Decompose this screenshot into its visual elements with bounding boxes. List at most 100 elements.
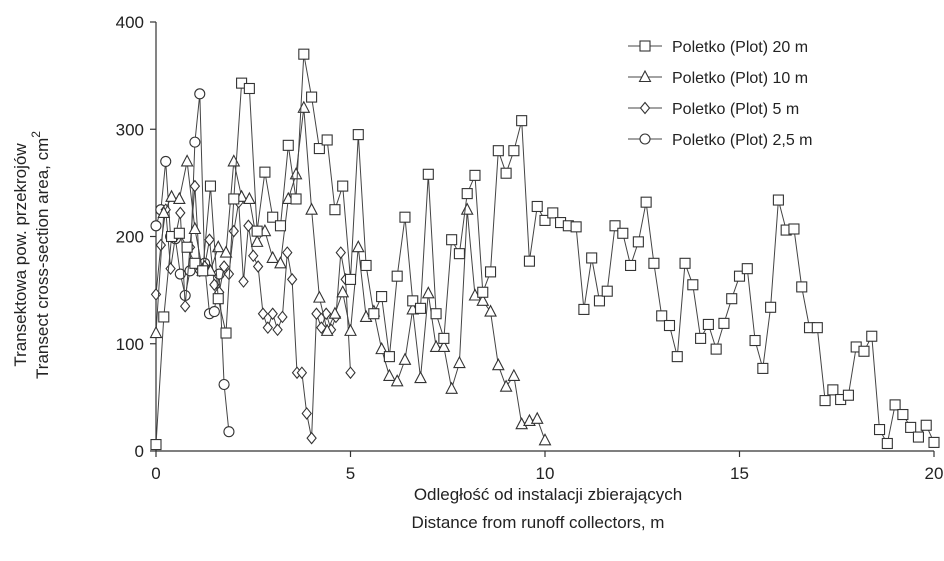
data-point-20m [593,295,606,307]
data-point-20m [344,273,357,285]
data-point-20m [407,295,419,307]
data-point-10m [445,381,459,394]
data-point-5m [257,307,269,321]
data-point-5m [262,321,274,335]
legend-label: Poletko (Plot) 10 m [672,70,808,87]
y-tick-label: 0 [135,442,144,461]
x-tick-label: 15 [730,464,749,483]
data-point-10m [211,240,225,253]
legend-marker-circle [639,133,651,145]
data-point-20m [695,332,707,344]
y-axis-title-superscript: 2 [29,131,43,138]
series-line-20m [155,54,935,445]
data-point-5m [204,233,215,247]
data-point-20m [842,389,854,401]
y-tick-label: 300 [116,120,144,139]
data-point-20m [484,266,497,278]
data-point-20m [866,330,878,342]
data-point-10m [219,245,233,258]
data-point-5m [155,238,167,252]
data-point-5m [267,307,278,321]
data-point-10m [320,323,334,336]
data-point-20m [376,291,388,303]
legend-label: Poletko (Plot) 2,5 m [672,132,813,149]
data-point-20m [811,322,823,334]
x-tick-label: 10 [536,464,555,483]
data-point-2-5m [194,88,206,100]
data-point-20m [298,48,310,60]
data-point-20m [827,384,839,396]
data-point-20m [243,82,255,95]
data-point-10m [491,358,505,371]
data-point-20m [282,139,294,151]
data-point-10m [312,290,326,303]
data-point-20m [928,436,940,448]
data-point-20m [360,259,372,272]
data-point-10m [297,100,311,113]
data-point-5m [282,246,293,259]
data-point-20m [531,200,543,213]
data-point-10m [429,339,443,353]
data-point-20m [438,332,450,344]
data-point-10m [421,286,435,299]
data-point-5m [345,366,356,380]
data-point-5m [238,275,249,288]
data-point-5m [165,262,176,276]
data-point-2-5m [160,155,172,167]
legend-label: Poletko (Plot) 20 m [672,39,808,56]
data-point-10m [530,411,544,424]
data-point-20m [726,293,738,305]
data-point-2-5m [174,268,186,280]
data-point-10m [266,250,280,264]
data-point-20m [321,134,333,146]
data-point-20m [228,193,240,205]
data-point-2-5m [208,306,220,318]
y-tick-label: 400 [116,13,144,32]
y-axis-title-line-1: Transektowa pow. przekrojów [11,143,30,367]
legend-item-20m: Poletko (Plot) 20 m [628,39,808,56]
legend-label: Poletko (Plot) 5 m [672,101,799,118]
data-point-5m [277,310,288,324]
data-point-10m [453,355,466,369]
data-point-20m [617,227,629,239]
data-point-20m [523,255,535,267]
data-point-20m [772,194,784,206]
data-point-5m [306,431,317,445]
data-point-20m [368,308,380,320]
data-point-20m [765,301,777,313]
data-point-10m [157,205,171,218]
data-point-5m [311,307,322,321]
data-point-20m [352,129,364,141]
data-point-10m [274,256,287,269]
data-point-20m [383,351,395,363]
data-point-5m [243,219,254,233]
data-point-2-5m [223,426,235,438]
legend-marker-square [639,40,651,52]
x-tick-label: 20 [925,464,944,483]
data-point-20m [399,211,411,223]
data-point-20m [306,91,318,103]
data-point-20m [796,281,808,293]
data-point-20m [430,308,442,320]
data-point-20m [539,214,551,226]
data-point-20m [749,334,761,347]
data-point-20m [733,270,746,282]
data-point-10m [336,285,350,298]
data-point-20m [461,188,473,200]
data-point-20m [881,437,893,450]
data-point-20m [570,221,582,233]
y-tick-label: 100 [116,335,144,354]
data-point-20m [648,257,660,269]
data-point-20m [858,345,870,357]
legend-marker-diamond [639,101,651,115]
data-point-20m [625,259,637,272]
data-point-20m [671,351,683,363]
data-point-20m [414,302,427,314]
y-tick-label: 200 [116,228,144,247]
data-point-5m [252,260,264,273]
data-point-10m [328,306,342,319]
data-point-20m [601,285,613,297]
axes [155,22,934,452]
data-point-5m [286,273,298,286]
data-point-10m [538,433,552,446]
